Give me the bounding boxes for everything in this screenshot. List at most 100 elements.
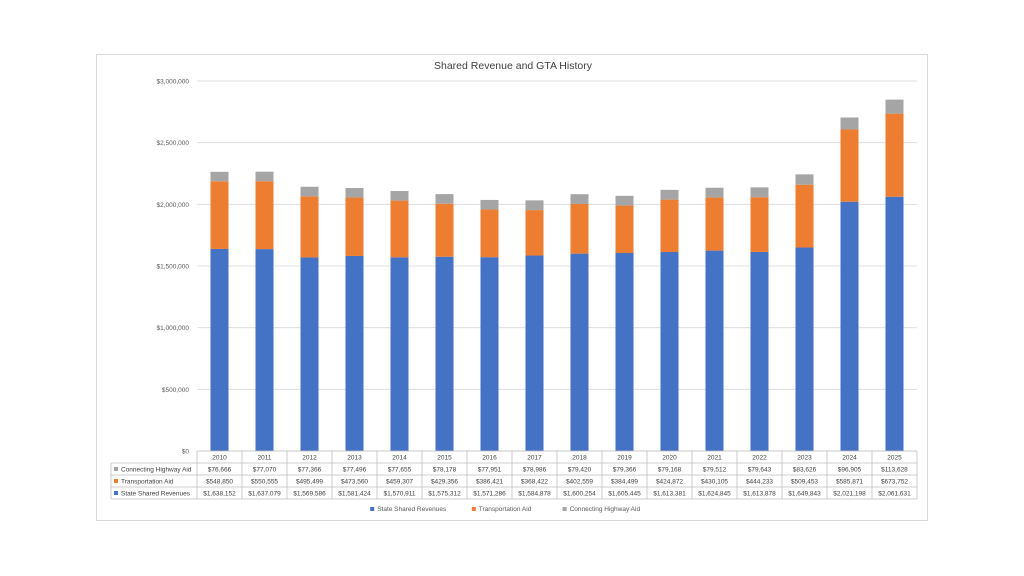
table-legend-key <box>114 467 118 471</box>
bar-connecting-highway-aid-2021 <box>705 187 724 198</box>
bar-state-shared-revenues-2023 <box>795 247 814 451</box>
x-tick-label: 2020 <box>662 455 677 462</box>
data-table: 2010 2011 2012 2013 2014 2015 2016 2017 2018 2019… <box>110 450 918 500</box>
x-tick-label: 2011 <box>258 455 272 462</box>
table-cell: $1,600,254 <box>563 491 596 498</box>
bar-state-shared-revenues-2012 <box>300 257 319 451</box>
bar-state-shared-revenues-2016 <box>480 257 499 451</box>
bar-transportation-aid-2023 <box>795 184 814 248</box>
table-cell: $79,512 <box>703 467 727 474</box>
table-cell: $1,605,445 <box>608 491 641 498</box>
bar-state-shared-revenues-2019 <box>615 252 634 451</box>
x-tick-label: 2023 <box>797 455 812 462</box>
bar-transportation-aid-2014 <box>390 200 409 258</box>
table-cell: $1,613,878 <box>743 491 776 498</box>
y-tick-label: $1,500,000 <box>156 264 189 271</box>
table-cell: $77,951 <box>478 467 502 474</box>
table-cell: $424,872 <box>656 479 683 486</box>
table-cell: $1,649,843 <box>788 491 821 498</box>
table-cell: $113,628 <box>881 467 908 474</box>
legend-entry: State Shared Revenues <box>377 506 447 513</box>
table-cell: $444,233 <box>746 479 773 486</box>
x-tick-label: 2013 <box>347 455 362 462</box>
x-tick-label: 2019 <box>617 455 632 462</box>
table-cell: $509,453 <box>791 479 818 486</box>
bar-connecting-highway-aid-2020 <box>660 189 679 200</box>
stacked-bar-chart: Shared Revenue and GTA History $0 $500,00… <box>110 60 918 513</box>
table-cell: $459,307 <box>386 479 413 486</box>
bar-transportation-aid-2021 <box>705 197 724 251</box>
bar-transportation-aid-2019 <box>615 205 634 253</box>
bar-connecting-highway-aid-2022 <box>750 187 769 198</box>
bar-connecting-highway-aid-2023 <box>795 174 814 185</box>
bar-transportation-aid-2012 <box>300 196 319 258</box>
bar-state-shared-revenues-2010 <box>210 248 229 451</box>
bar-state-shared-revenues-2025 <box>885 196 904 451</box>
table-row-label: State Shared Revenues <box>121 491 191 498</box>
y-tick-label: $0 <box>182 449 190 456</box>
y-tick-label: $500,000 <box>162 387 189 394</box>
bar-state-shared-revenues-2015 <box>435 256 454 451</box>
legend-swatch <box>562 507 567 511</box>
x-tick-label: 2024 <box>842 455 857 462</box>
table-cell: $1,584,878 <box>518 491 551 498</box>
table-cell: $77,496 <box>343 467 367 474</box>
bar-transportation-aid-2010 <box>210 181 229 249</box>
table-cell: $77,366 <box>298 467 322 474</box>
x-tick-label: 2010 <box>212 455 227 462</box>
y-tick-label: $2,500,000 <box>156 140 189 147</box>
bar-connecting-highway-aid-2014 <box>390 191 409 201</box>
y-tick-label: $1,000,000 <box>156 325 189 332</box>
bar-transportation-aid-2025 <box>885 113 904 197</box>
x-tick-label: 2022 <box>752 455 767 462</box>
table-cell: $78,986 <box>523 467 547 474</box>
chart-title: Shared Revenue and GTA History <box>434 60 593 72</box>
table-cell: $1,575,312 <box>428 491 461 498</box>
bar-connecting-highway-aid-2011 <box>255 171 274 182</box>
bars <box>210 99 904 451</box>
chart-frame: Shared Revenue and GTA History $0 $500,00… <box>96 54 928 521</box>
table-cell: $1,569,586 <box>293 491 326 498</box>
table-cell: $1,570,911 <box>383 491 415 498</box>
table-cell: $77,070 <box>253 467 277 474</box>
table-cell: $1,613,381 <box>653 491 686 498</box>
bar-state-shared-revenues-2020 <box>660 252 679 451</box>
bar-transportation-aid-2015 <box>435 203 454 257</box>
x-tick-label: 2015 <box>437 455 452 462</box>
bar-state-shared-revenues-2018 <box>570 253 589 451</box>
bar-state-shared-revenues-2024 <box>840 201 859 451</box>
bar-connecting-highway-aid-2019 <box>615 195 634 206</box>
table-cell: $1,638,152 <box>203 491 236 498</box>
table-cell: $96,905 <box>838 467 862 474</box>
table-cell: $79,366 <box>613 467 637 474</box>
bar-transportation-aid-2017 <box>525 210 544 256</box>
bar-connecting-highway-aid-2015 <box>435 194 454 204</box>
bar-state-shared-revenues-2014 <box>390 257 409 451</box>
table-cell: $2,021,198 <box>833 491 866 498</box>
legend: State Shared Revenues Transportation Aid C… <box>370 506 640 513</box>
bar-transportation-aid-2020 <box>660 199 679 253</box>
table-cell: $1,571,286 <box>473 491 506 498</box>
table-cell: $1,581,424 <box>338 491 371 498</box>
x-tick-label: 2018 <box>572 455 587 462</box>
bar-state-shared-revenues-2022 <box>750 251 769 451</box>
legend-entry: Transportation Aid <box>479 506 532 513</box>
x-tick-label: 2021 <box>707 455 722 462</box>
legend-swatch <box>370 507 375 511</box>
table-cell: $402,559 <box>566 479 593 486</box>
table-cell: $79,168 <box>658 467 682 474</box>
bar-connecting-highway-aid-2016 <box>480 199 499 210</box>
table-cell: $79,420 <box>568 467 592 474</box>
table-cell: $430,105 <box>701 479 728 486</box>
bar-transportation-aid-2018 <box>570 203 589 254</box>
table-cell: $1,624,845 <box>698 491 731 498</box>
table-cell: $550,555 <box>251 479 278 486</box>
table-cell: $76,666 <box>208 467 232 474</box>
x-tick-label: 2017 <box>527 455 542 462</box>
table-cell: $1,637,079 <box>248 491 281 498</box>
bar-connecting-highway-aid-2024 <box>840 117 859 130</box>
table-legend-key <box>114 479 118 483</box>
x-tick-label: 2025 <box>887 455 902 462</box>
table-cell: $368,422 <box>521 479 548 486</box>
table-row-label: Transportation Aid <box>121 479 174 486</box>
